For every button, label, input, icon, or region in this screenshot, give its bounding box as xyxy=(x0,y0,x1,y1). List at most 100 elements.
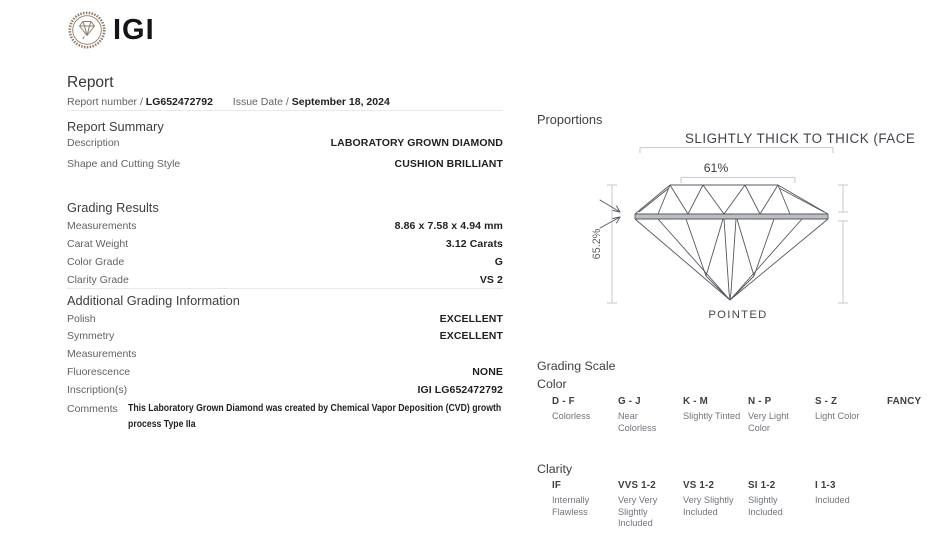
grade-desc-line: Near xyxy=(618,411,638,421)
row-label: Symmetry xyxy=(67,330,115,342)
color-scale-heading: Color xyxy=(537,377,567,391)
grade-range-label: VVS 1-2 xyxy=(618,480,656,491)
table-measure-line xyxy=(680,176,796,183)
page-title: Report xyxy=(67,74,114,91)
grading-row-carat-weight: Carat Weight 3.12 Carats xyxy=(67,238,503,250)
clarity-scale-column: VVS 1-2 Very Very Slightly Included xyxy=(618,480,684,530)
row-label: Measurements xyxy=(67,348,137,360)
grade-desc-line: Included xyxy=(683,506,718,517)
section-heading-proportions: Proportions xyxy=(537,112,603,127)
row-value: EXCELLENT xyxy=(439,313,503,325)
report-meta: Report number / LG652472792 Issue Date /… xyxy=(67,96,390,108)
grade-desc-line: Included xyxy=(618,518,653,528)
row-label: Color Grade xyxy=(67,256,125,268)
row-value: NONE xyxy=(472,366,503,378)
row-value: IGI LG652472792 xyxy=(417,384,503,396)
girdle-arrows-icon xyxy=(599,199,621,229)
grade-desc-line: Flawless xyxy=(552,506,588,517)
row-label: Description xyxy=(67,137,120,149)
report-number-label: Report number / xyxy=(67,96,143,108)
row-value: EXCELLENT xyxy=(439,330,503,342)
summary-row-description: Description LABORATORY GROWN DIAMOND xyxy=(67,137,503,149)
grading-row-measurements: Measurements 8.86 x 7.58 x 4.94 mm xyxy=(67,220,503,232)
grade-desc-line: Colorless xyxy=(552,411,591,421)
grade-desc-line: Included xyxy=(815,495,850,505)
grade-range-label: VS 1-2 xyxy=(683,480,715,491)
igi-seal-icon xyxy=(68,11,106,49)
grade-range-label: SI 1-2 xyxy=(748,480,776,491)
grade-range-label: G - J xyxy=(618,396,641,407)
culet-label: POINTED xyxy=(708,309,767,321)
row-label: Shape and Cutting Style xyxy=(67,158,181,170)
crown-measure-line xyxy=(838,184,848,213)
comments-text: This Laboratory Grown Diamond was create… xyxy=(128,401,501,432)
girdle-measure-line xyxy=(639,146,834,153)
depth-percentage-label: 65.2% xyxy=(591,228,603,259)
row-label: Fluorescence xyxy=(67,366,131,378)
grade-range-label: S - Z xyxy=(815,396,838,407)
issue-date-value: September 18, 2024 xyxy=(291,96,390,108)
grade-desc-line: Color xyxy=(748,422,770,433)
report-number-value: LG652472792 xyxy=(145,96,213,108)
table-percentage-label: 61% xyxy=(704,161,729,175)
color-scale-column: K - M Slightly Tinted xyxy=(683,396,749,423)
row-label: Carat Weight xyxy=(67,238,129,250)
grade-desc-line: Colorless xyxy=(618,422,657,433)
grade-desc-line: Internally xyxy=(552,495,590,505)
grade-range-label: FANCY xyxy=(887,396,922,407)
grade-desc-line: Very Very xyxy=(618,495,658,505)
grade-desc-line: Slightly xyxy=(618,506,648,517)
section-heading-report-summary: Report Summary xyxy=(67,119,164,134)
additional-row-symmetry: Symmetry EXCELLENT xyxy=(67,330,503,342)
row-label: Polish xyxy=(67,313,96,325)
clarity-scale-heading: Clarity xyxy=(537,462,573,476)
row-label: Clarity Grade xyxy=(67,274,129,286)
comments-line: This Laboratory Grown Diamond was create… xyxy=(128,403,502,414)
color-scale-column: FANCY xyxy=(887,396,940,407)
summary-row-shape: Shape and Cutting Style CUSHION BRILLIAN… xyxy=(67,158,503,170)
comments-line: process Type IIa xyxy=(128,418,196,430)
header-divider xyxy=(67,110,503,111)
igi-logo-text: IGI xyxy=(113,14,155,46)
section-heading-grading-scale: Grading Scale xyxy=(537,359,616,373)
girdle-thickness-label: SLIGHTLY THICK TO THICK (FACE xyxy=(685,131,915,146)
grade-range-label: I 1-3 xyxy=(815,480,836,491)
color-scale-column: D - F Colorless xyxy=(552,396,618,423)
grade-desc-line: Very Light xyxy=(748,411,789,421)
grade-range-label: K - M xyxy=(683,396,708,407)
grading-row-clarity-grade: Clarity Grade VS 2 xyxy=(67,274,503,286)
clarity-scale-column: SI 1-2 Slightly Included xyxy=(748,480,814,518)
row-value: LABORATORY GROWN DIAMOND xyxy=(330,137,503,149)
grade-desc-line: Slightly xyxy=(748,495,778,505)
grade-range-label: N - P xyxy=(748,396,772,407)
row-value: VS 2 xyxy=(479,274,503,286)
color-scale-column: N - P Very Light Color xyxy=(748,396,814,434)
additional-row-polish: Polish EXCELLENT xyxy=(67,313,503,325)
pavilion-measure-line xyxy=(838,220,848,304)
additional-row-measurements: Measurements xyxy=(67,348,503,360)
row-value: G xyxy=(494,256,503,268)
row-label: Measurements xyxy=(67,220,137,232)
grade-desc-line: Very Slightly xyxy=(683,495,734,505)
grade-range-label: IF xyxy=(552,480,562,491)
diamond-wireframe xyxy=(634,184,829,301)
section-heading-additional: Additional Grading Information xyxy=(67,293,240,308)
color-scale-column: G - J Near Colorless xyxy=(618,396,684,434)
additional-row-inscriptions: Inscription(s) IGI LG652472792 xyxy=(67,384,503,396)
grade-range-label: D - F xyxy=(552,396,575,407)
clarity-scale-column: I 1-3 Included xyxy=(815,480,881,507)
issue-date-label: Issue Date / xyxy=(232,96,289,108)
section-heading-grading-results: Grading Results xyxy=(67,200,159,215)
igi-logo: IGI xyxy=(67,10,155,50)
row-value: 3.12 Carats xyxy=(445,238,503,250)
diamond-profile-diagram: SLIGHTLY THICK TO THICK (FACE 61% 65.2% xyxy=(591,131,915,321)
section-divider xyxy=(67,288,503,289)
depth-measure-line xyxy=(607,184,617,304)
grade-desc-line: Slightly Tinted xyxy=(683,411,741,421)
color-scale-column: S - Z Light Color xyxy=(815,396,881,423)
row-value: 8.86 x 7.58 x 4.94 mm xyxy=(394,220,503,232)
clarity-scale-column: VS 1-2 Very Slightly Included xyxy=(683,480,749,518)
clarity-scale-column: IF Internally Flawless xyxy=(552,480,618,518)
comments-label: Comments xyxy=(67,403,118,415)
